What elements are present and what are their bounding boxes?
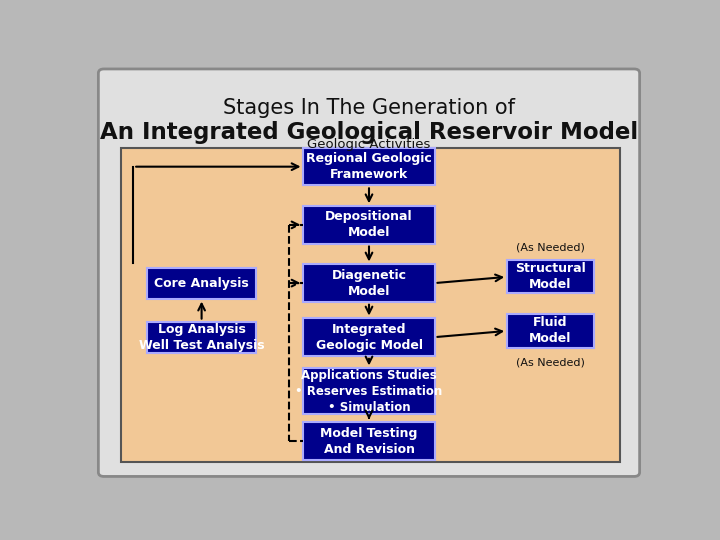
- FancyBboxPatch shape: [303, 265, 435, 302]
- Text: Regional Geologic
Framework: Regional Geologic Framework: [306, 152, 432, 181]
- FancyBboxPatch shape: [147, 267, 256, 299]
- Text: (As Needed): (As Needed): [516, 243, 585, 253]
- Text: Model Testing
And Revision: Model Testing And Revision: [320, 427, 418, 456]
- FancyBboxPatch shape: [303, 148, 435, 185]
- Text: Log Analysis
Well Test Analysis: Log Analysis Well Test Analysis: [139, 322, 264, 352]
- Text: Integrated
Geologic Model: Integrated Geologic Model: [315, 322, 423, 352]
- Text: (As Needed): (As Needed): [516, 357, 585, 367]
- FancyBboxPatch shape: [147, 321, 256, 353]
- FancyBboxPatch shape: [121, 148, 620, 462]
- Text: Fluid
Model: Fluid Model: [529, 316, 572, 346]
- FancyBboxPatch shape: [507, 314, 593, 348]
- FancyBboxPatch shape: [303, 368, 435, 414]
- FancyBboxPatch shape: [303, 319, 435, 356]
- FancyBboxPatch shape: [99, 69, 639, 476]
- Text: Diagenetic
Model: Diagenetic Model: [331, 268, 407, 298]
- FancyBboxPatch shape: [507, 260, 593, 294]
- Text: Geologic Activities: Geologic Activities: [307, 138, 431, 151]
- Text: Depositional
Model: Depositional Model: [325, 211, 413, 239]
- Text: An Integrated Geological Reservoir Model: An Integrated Geological Reservoir Model: [100, 120, 638, 144]
- Text: Core Analysis: Core Analysis: [154, 276, 249, 289]
- FancyBboxPatch shape: [303, 422, 435, 460]
- Text: Applications Studies
• Reserves Estimation
• Simulation: Applications Studies • Reserves Estimati…: [295, 369, 443, 414]
- FancyBboxPatch shape: [303, 206, 435, 244]
- Text: Stages In The Generation of: Stages In The Generation of: [223, 98, 515, 118]
- Text: Structural
Model: Structural Model: [515, 262, 586, 292]
